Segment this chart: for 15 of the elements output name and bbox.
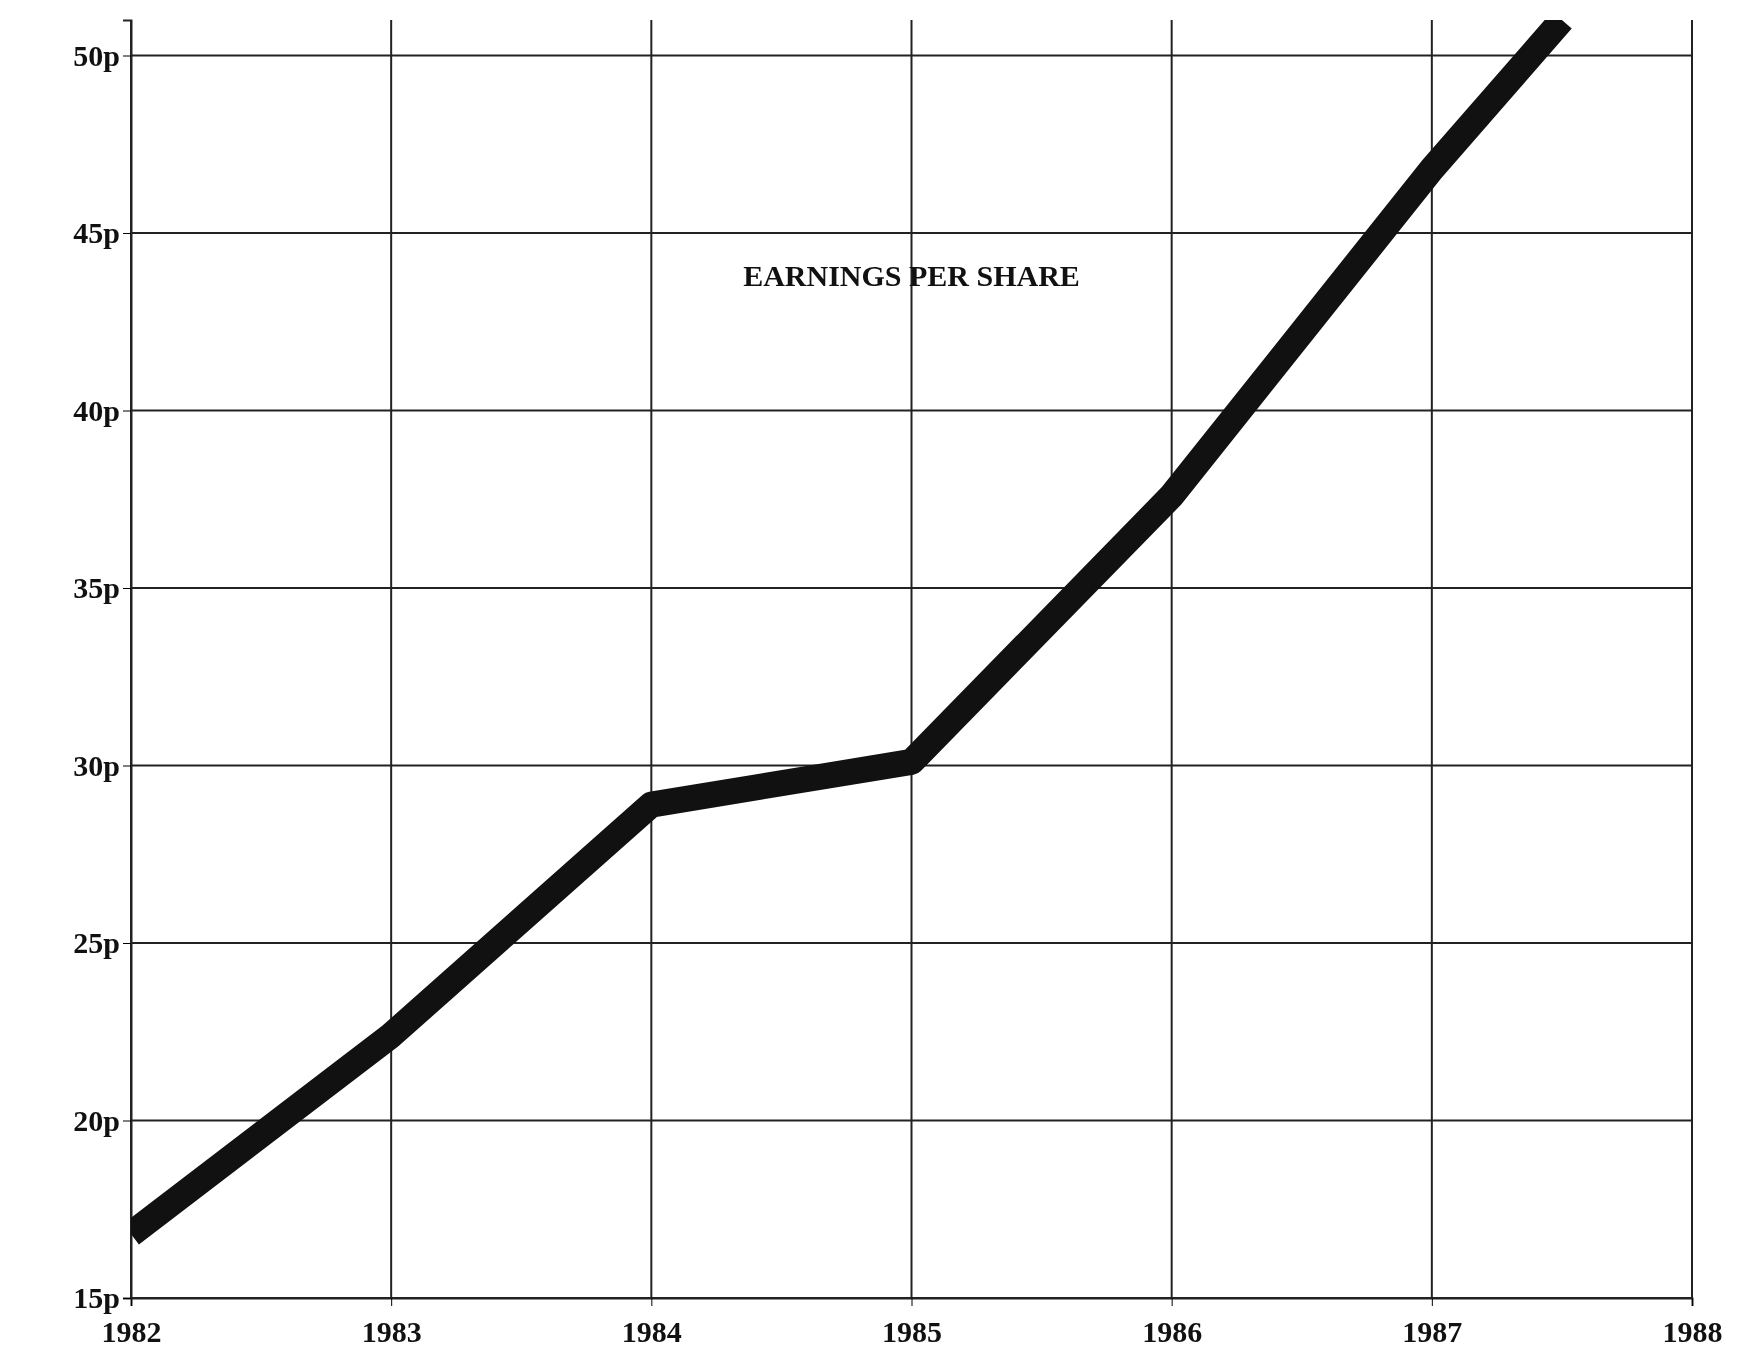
x-tick-label: 1983 (361, 1315, 422, 1348)
y-tick-label: 35p (73, 571, 120, 605)
y-tick-label: 20p (73, 1103, 120, 1137)
x-tick-label: 1988 (1662, 1315, 1723, 1348)
x-tick-label: 1986 (1142, 1315, 1203, 1348)
y-tick-label: 45p (73, 216, 120, 250)
x-tick-label: 1984 (621, 1315, 682, 1348)
y-tick-label: 30p (73, 748, 120, 782)
x-tick-label: 1985 (882, 1315, 942, 1348)
x-tick-label: 1987 (1402, 1315, 1463, 1348)
y-tick-label: 25p (73, 926, 120, 960)
y-tick-label: 50p (73, 38, 120, 72)
y-tick-label: 15p (73, 1281, 120, 1315)
x-tick-label: 1982 (101, 1315, 162, 1348)
y-tick-label: 40p (73, 393, 120, 427)
